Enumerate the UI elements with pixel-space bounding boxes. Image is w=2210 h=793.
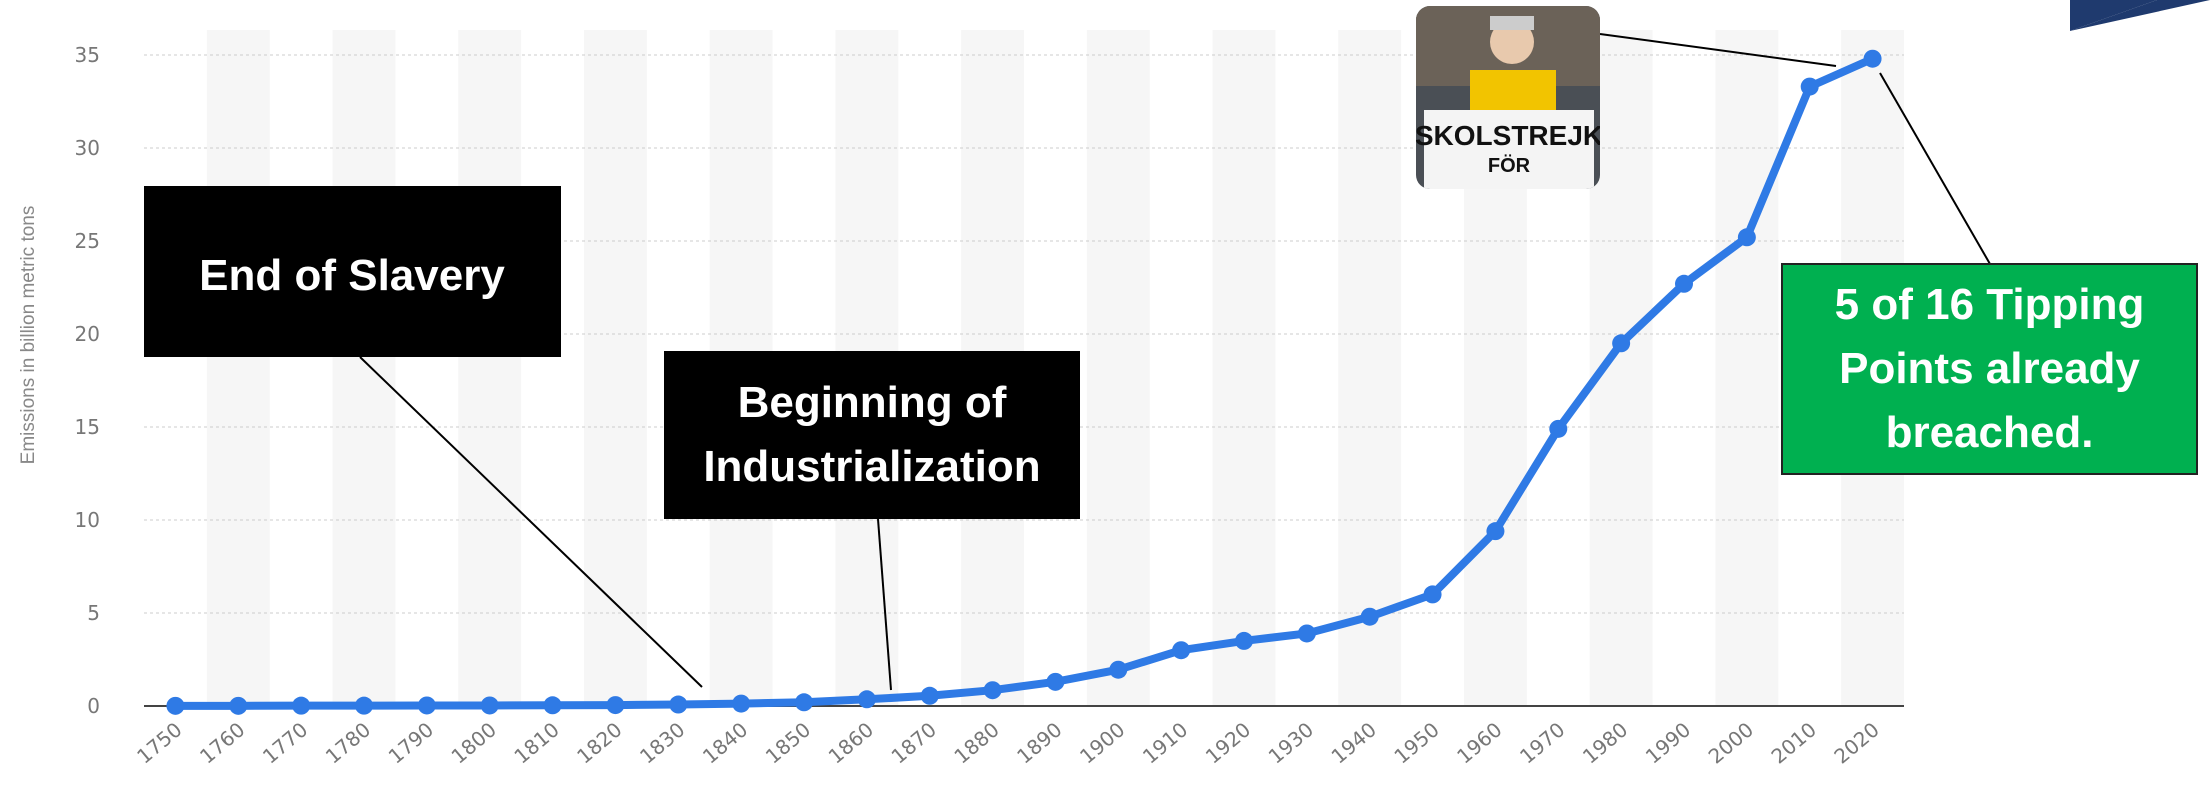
data-point [857,690,876,709]
data-point [1235,631,1253,650]
data-point [480,696,499,715]
data-point [229,696,248,715]
y-tick-label: 5 [87,601,100,625]
column-band [1338,30,1402,706]
photo: SKOLSTREJK FÖR [1415,6,1603,189]
data-point [1549,419,1568,438]
x-tick-label: 1980 [1578,717,1632,768]
data-point [355,696,373,715]
x-tick-label: 1940 [1327,717,1381,768]
x-tick-label: 1870 [887,717,941,768]
annotation-box [1781,263,2198,475]
photo-text: FÖR [1488,154,1531,177]
x-tick-label: 1780 [321,717,375,768]
x-tick-label: 1770 [258,717,312,768]
x-tick-label: 1790 [384,717,438,768]
data-point [1486,522,1505,541]
data-line [175,55,1875,710]
column-band [332,30,396,706]
annotation: End of Slavery [199,251,505,300]
plot [166,49,1882,715]
data-point [292,696,311,715]
column-band [1715,30,1779,706]
data-point [417,696,436,715]
y-tick-label: 0 [87,694,100,718]
corner-shape [2070,0,2210,31]
annotation: Beginning of Industrialization [703,378,1041,491]
column-band [458,30,522,706]
annotation-box [144,186,561,357]
x-tick-label: 1880 [949,717,1003,768]
y-tick-label: 15 [75,415,100,439]
x-tick-label: 1800 [447,717,501,768]
x-tick-label: 1890 [1012,717,1066,768]
y-tick-label: 25 [75,229,100,253]
x-tick-label: 1950 [1389,717,1443,768]
corner-shape [2070,0,2157,31]
x-tick-label: 2010 [1767,717,1821,768]
y-tick-label: 20 [75,322,100,346]
x-tick-label: 1820 [572,717,626,768]
x-tick-label: 1860 [824,717,878,768]
x-tick-label: 1750 [132,717,186,768]
x-tick-label: 1990 [1641,717,1695,768]
annotation: 5 of 16 Tipping Points already breached. [1834,280,2145,457]
annotation-wrap: Beginning of Industrialization [703,378,1041,491]
y-tick-label: 30 [75,136,100,160]
annotation-box [664,351,1080,519]
x-tick-label: 1960 [1452,717,1506,768]
x-tick-label: 1830 [635,717,689,768]
data-point [983,681,1002,700]
x-tick-label: 1810 [509,717,563,768]
data-point [669,695,688,714]
x-tick-label: 1970 [1515,717,1569,768]
x-tick-label: 1840 [698,717,752,768]
data-point [1612,334,1631,353]
x-tick-label: 1930 [1264,717,1318,768]
annotation-wrap: 5 of 16 Tipping Points already breached. [1834,280,2145,457]
data-point [1172,641,1191,660]
y-tick-label: 35 [75,43,100,67]
y-axis-label: Emissions in billion metric tons [18,206,39,465]
data-point [166,696,185,715]
data-point [543,696,562,715]
data-point [1046,672,1065,691]
x-tick-label: 2000 [1704,717,1758,768]
annotation-line [359,356,703,688]
data-point [1675,274,1693,293]
x-tick-label: 1910 [1138,717,1192,768]
x-tick-label: 1900 [1075,717,1129,768]
data-point [1737,228,1756,247]
x-tick-label: 2020 [1829,717,1883,768]
annotation-line [1879,72,1991,265]
photo-text: SKOLSTREJK [1415,120,1603,151]
data-point [732,694,751,713]
annotation-line [1599,33,1837,67]
column-band [206,30,270,706]
data-point [1800,77,1819,96]
data-point [1863,49,1882,68]
data-point [1423,585,1442,604]
data-point [1297,624,1316,643]
data-point [1360,607,1379,626]
x-tick-label: 1760 [195,717,249,768]
column-band [1212,30,1276,706]
column-band [1086,30,1150,706]
data-point [1109,660,1128,679]
x-tick-label: 1850 [761,717,815,768]
data-point [795,693,813,712]
x-tick-label: 1920 [1201,717,1255,768]
y-tick-label: 10 [75,508,100,532]
annotation-line [877,518,892,691]
data-point [606,696,625,715]
data-point [920,686,939,705]
column-band [584,30,647,706]
